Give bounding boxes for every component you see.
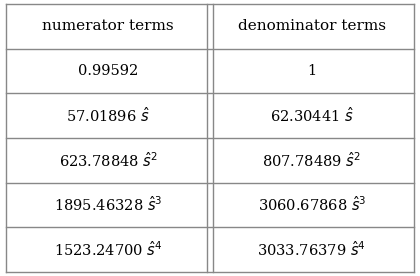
Text: 1895.46328 $\hat{s}^{3}$: 1895.46328 $\hat{s}^{3}$ (54, 195, 163, 214)
Text: numerator terms: numerator terms (42, 19, 174, 33)
Text: 3060.67868 $\hat{s}^{3}$: 3060.67868 $\hat{s}^{3}$ (257, 195, 366, 214)
Text: 1: 1 (307, 64, 316, 78)
Text: 623.78848 $\hat{s}^{2}$: 623.78848 $\hat{s}^{2}$ (59, 151, 158, 170)
Text: 0.99592: 0.99592 (78, 64, 138, 78)
Text: 807.78489 $\hat{s}^{2}$: 807.78489 $\hat{s}^{2}$ (262, 151, 361, 170)
Text: 62.30441 $\hat{s}$: 62.30441 $\hat{s}$ (270, 106, 354, 125)
Text: 57.01896 $\hat{s}$: 57.01896 $\hat{s}$ (66, 106, 150, 125)
Text: 1523.24700 $\hat{s}^{4}$: 1523.24700 $\hat{s}^{4}$ (54, 240, 162, 259)
Text: 3033.76379 $\hat{s}^{4}$: 3033.76379 $\hat{s}^{4}$ (257, 240, 366, 259)
Text: denominator terms: denominator terms (238, 19, 386, 33)
